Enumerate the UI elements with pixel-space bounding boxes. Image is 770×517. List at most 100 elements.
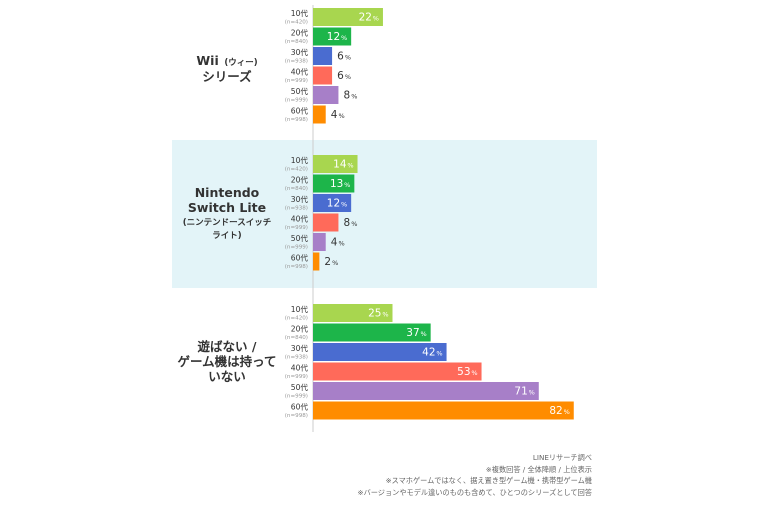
sample-size-label: (n=999) <box>285 78 308 84</box>
age-label: 10代 <box>291 155 309 165</box>
group-label-not-play: 遊ばない / ゲーム機は持って いない <box>176 339 278 384</box>
percent-sign: % <box>373 15 379 23</box>
bar <box>313 66 333 85</box>
sample-size-label: (n=999) <box>285 374 308 380</box>
percent-sign: % <box>564 408 570 416</box>
sample-size-label: (n=420) <box>285 316 308 322</box>
highlight-band <box>172 140 597 288</box>
group-label-switch-lite: Nintendo Switch Lite (ニンテンドースイッチ ライト) <box>176 185 278 243</box>
percent-sign: % <box>344 181 350 189</box>
percent-sign: % <box>436 350 442 358</box>
bar <box>313 155 358 173</box>
bar <box>313 8 383 26</box>
value-label: 82 <box>549 405 562 417</box>
sample-size-label: (n=999) <box>285 225 308 231</box>
group-label-line: シリーズ <box>202 69 252 84</box>
note-line: LINEリサーチ調べ <box>532 453 592 462</box>
percent-sign: % <box>332 259 338 267</box>
percent-sign: % <box>351 93 357 101</box>
sample-size-label: (n=420) <box>285 20 308 26</box>
value-label: 71 <box>514 386 527 398</box>
age-label: 30代 <box>291 194 309 204</box>
age-label: 30代 <box>291 343 309 353</box>
sample-size-label: (n=999) <box>285 98 308 104</box>
sample-size-label: (n=938) <box>285 59 308 65</box>
value-label: 8 <box>343 90 350 102</box>
note-line: ※複数回答 / 全体降順 / 上位表示 <box>485 464 592 474</box>
age-label: 10代 <box>291 304 309 314</box>
group-label-line: ゲーム機は持って <box>177 354 277 369</box>
sample-size-label: (n=938) <box>285 355 308 361</box>
value-label: 2 <box>324 256 331 268</box>
value-label: 22 <box>359 12 372 24</box>
value-label: 13 <box>330 178 343 190</box>
group-label-line: Wii <box>196 53 219 68</box>
group-label-sub: ライト) <box>212 231 242 241</box>
value-label: 6 <box>337 51 344 63</box>
value-label: 6 <box>337 70 344 82</box>
age-label: 60代 <box>291 402 309 412</box>
sample-size-label: (n=999) <box>285 394 308 400</box>
age-label: 20代 <box>291 175 309 185</box>
bar <box>313 174 355 193</box>
bar <box>313 252 320 271</box>
bar <box>313 401 574 420</box>
sample-size-label: (n=998) <box>285 413 308 419</box>
group-label-line: 遊ばない / <box>197 339 257 354</box>
group-label-sub: (ニンテンドースイッチ <box>182 218 272 228</box>
percent-sign: % <box>420 330 426 338</box>
sample-size-label: (n=998) <box>285 117 308 123</box>
bar <box>313 343 447 361</box>
group-label-small: (ウィー) <box>224 58 258 68</box>
sample-size-label: (n=840) <box>285 39 308 45</box>
percent-sign: % <box>341 34 347 42</box>
bar <box>313 213 339 232</box>
value-label: 4 <box>331 237 338 249</box>
age-label: 40代 <box>291 363 309 373</box>
bar <box>313 47 333 65</box>
age-label: 60代 <box>291 106 309 116</box>
sample-size-label: (n=999) <box>285 245 308 251</box>
bar <box>313 194 352 212</box>
bar <box>313 27 352 46</box>
age-label: 50代 <box>291 233 309 243</box>
percent-sign: % <box>471 369 477 377</box>
value-label: 25 <box>368 308 381 320</box>
bar <box>313 323 431 342</box>
value-label: 12 <box>327 31 340 43</box>
bar <box>313 362 482 381</box>
age-label: 20代 <box>291 28 309 38</box>
bar <box>313 105 326 124</box>
percent-sign: % <box>339 240 345 248</box>
age-label: 50代 <box>291 86 309 96</box>
note-line: ※バージョンやモデル違いのものも含めて、ひとつのシリーズとして回答 <box>357 487 592 497</box>
age-label: 40代 <box>291 67 309 77</box>
age-label: 40代 <box>291 214 309 224</box>
age-label: 60代 <box>291 253 309 263</box>
percent-sign: % <box>382 311 388 319</box>
age-label: 30代 <box>291 47 309 57</box>
age-label: 20代 <box>291 324 309 334</box>
percent-sign: % <box>351 220 357 228</box>
bar <box>313 304 393 322</box>
sample-size-label: (n=840) <box>285 186 308 192</box>
group-label-line: Nintendo <box>194 185 260 200</box>
percent-sign: % <box>345 54 351 62</box>
age-label: 10代 <box>291 8 309 18</box>
sample-size-label: (n=420) <box>285 167 308 173</box>
group-label-wii: Wii (ウィー) シリーズ <box>180 50 274 84</box>
value-label: 53 <box>457 366 470 378</box>
bar <box>313 86 339 104</box>
percent-sign: % <box>341 201 347 209</box>
value-label: 42 <box>422 347 435 359</box>
percent-sign: % <box>529 389 535 397</box>
value-label: 8 <box>343 217 350 229</box>
percent-sign: % <box>347 162 353 170</box>
source-notes: LINEリサーチ調べ ※複数回答 / 全体降順 / 上位表示 ※スマホゲームでは… <box>358 452 592 498</box>
value-label: 37 <box>406 327 419 339</box>
value-label: 12 <box>327 198 340 210</box>
percent-sign: % <box>345 73 351 81</box>
group-label-line: Switch Lite <box>187 200 267 215</box>
